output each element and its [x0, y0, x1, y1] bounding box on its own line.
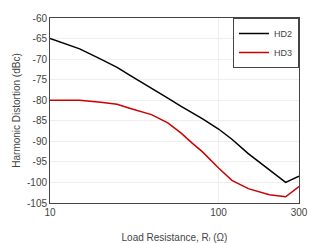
svg-text:100: 100: [210, 207, 227, 218]
svg-text:Load Resistance, Rₗ (Ω): Load Resistance, Rₗ (Ω): [122, 232, 228, 243]
svg-text:-95: -95: [33, 156, 48, 167]
svg-text:300: 300: [291, 207, 308, 218]
svg-text:-75: -75: [33, 74, 48, 85]
svg-text:Harmonic Distortion (dBc): Harmonic Distortion (dBc): [11, 53, 22, 167]
svg-text:-80: -80: [33, 95, 48, 106]
svg-text:HD3: HD3: [274, 48, 292, 58]
svg-text:-70: -70: [33, 54, 48, 65]
svg-text:-60: -60: [33, 13, 48, 24]
svg-text:-105: -105: [27, 198, 47, 209]
svg-text:-85: -85: [33, 115, 48, 126]
svg-text:HD2: HD2: [274, 29, 292, 39]
svg-text:-90: -90: [33, 136, 48, 147]
svg-text:10: 10: [44, 207, 56, 218]
svg-text:-100: -100: [27, 177, 47, 188]
svg-text:-65: -65: [33, 33, 48, 44]
